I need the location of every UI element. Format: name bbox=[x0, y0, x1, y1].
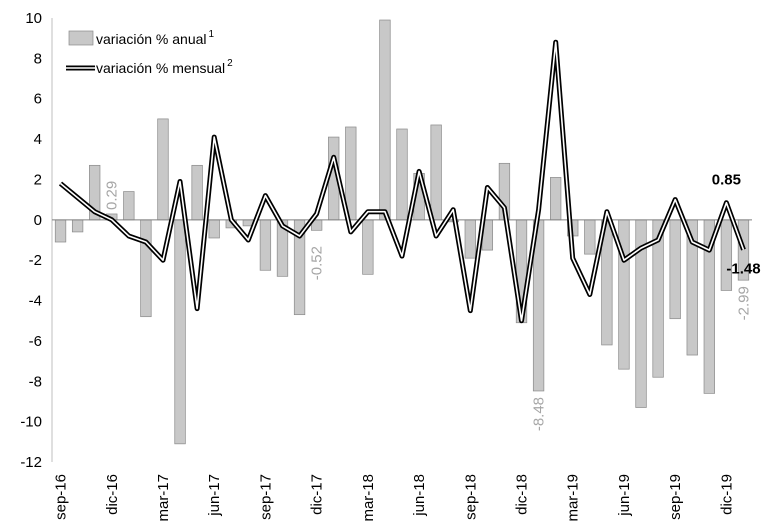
y-tick-label: 8 bbox=[34, 50, 42, 67]
bar bbox=[720, 219, 733, 291]
bar bbox=[174, 219, 186, 445]
data-label: -8.48 bbox=[531, 397, 548, 431]
x-tick-label: sep-18 bbox=[462, 474, 479, 520]
x-tick-label: dic-16 bbox=[104, 474, 121, 515]
bar bbox=[71, 219, 84, 233]
y-tick-label: -6 bbox=[29, 333, 42, 350]
data-label: -1.48 bbox=[726, 261, 760, 278]
bar bbox=[464, 219, 476, 259]
x-tick-label: mar-17 bbox=[155, 474, 172, 522]
legend-label-mensual: variación % mensual 2 bbox=[96, 58, 233, 76]
legend-label-anual: variación % anual 1 bbox=[96, 29, 215, 47]
bar bbox=[379, 19, 391, 221]
y-tick-label: -12 bbox=[20, 454, 42, 471]
y-tick-label: -8 bbox=[29, 373, 42, 390]
bar bbox=[54, 219, 67, 243]
legend: variación % anual 1 variación % mensual 2 bbox=[66, 29, 233, 76]
line-series-mensual bbox=[58, 39, 746, 324]
data-label: -0.52 bbox=[309, 246, 326, 280]
bar bbox=[550, 177, 562, 221]
bar bbox=[584, 219, 596, 255]
x-tick-label: sep-19 bbox=[667, 474, 684, 520]
bar bbox=[157, 118, 169, 221]
bar-series-anual bbox=[54, 19, 750, 445]
bar bbox=[140, 219, 152, 318]
bar bbox=[362, 219, 374, 275]
bar bbox=[396, 128, 408, 221]
data-annotations: 0.29 -0.52 -8.48 -2.99 0.85 -1.48 bbox=[104, 172, 761, 431]
x-tick-label: dic-17 bbox=[309, 474, 326, 515]
y-tick-label: 4 bbox=[34, 131, 42, 148]
data-label: -2.99 bbox=[735, 286, 752, 320]
y-tick-label: -2 bbox=[29, 252, 42, 269]
x-tick-label: jun-19 bbox=[616, 474, 633, 517]
x-tick-label: sep-16 bbox=[53, 474, 70, 520]
y-tick-label: 0 bbox=[34, 212, 42, 229]
x-tick-label: sep-17 bbox=[257, 474, 274, 520]
bar bbox=[669, 219, 681, 320]
y-tick-label: 10 bbox=[25, 10, 42, 27]
x-tick-label: mar-18 bbox=[360, 474, 377, 522]
y-tick-label: -4 bbox=[29, 293, 42, 310]
data-label: 0.29 bbox=[104, 181, 121, 210]
data-label: 0.85 bbox=[712, 172, 741, 189]
x-tick-label: jun-17 bbox=[206, 474, 223, 517]
bar bbox=[259, 219, 272, 271]
x-axis: sep-16 dic-16 mar-17 jun-17 sep-17 dic-17 mar-… bbox=[53, 474, 736, 522]
y-tick-label: 6 bbox=[34, 91, 42, 108]
y-axis: 10 8 6 4 2 0 -2 -4 -6 -8 -10 -12 bbox=[20, 10, 53, 471]
bar bbox=[430, 124, 442, 221]
x-tick-label: dic-19 bbox=[718, 474, 735, 515]
x-tick-label: jun-18 bbox=[411, 474, 428, 517]
bar bbox=[191, 164, 203, 221]
bar bbox=[123, 191, 135, 221]
bar bbox=[208, 219, 220, 239]
y-tick-label: 2 bbox=[34, 171, 42, 188]
x-tick-label: mar-19 bbox=[565, 474, 582, 522]
y-tick-label: -10 bbox=[20, 414, 42, 431]
x-tick-label: dic-18 bbox=[514, 474, 531, 515]
line-mensual-inner bbox=[59, 41, 745, 322]
legend-swatch-bar bbox=[68, 30, 94, 46]
